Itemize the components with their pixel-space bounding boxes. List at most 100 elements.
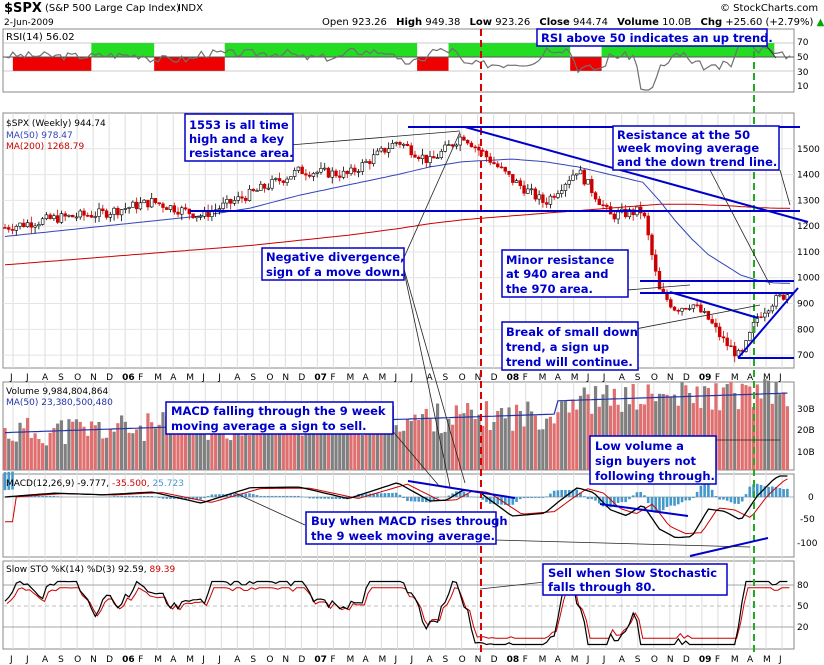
candle-body	[567, 180, 571, 185]
volume-bar	[605, 384, 609, 470]
candle-body	[311, 173, 316, 177]
volume-bar	[86, 435, 90, 470]
macd-hist-bar	[534, 497, 537, 498]
candle-body	[548, 195, 553, 205]
price-ticks: 1500 1400 1300 1200 1100 1000 900 800 700	[797, 145, 820, 361]
x-labels-price: J J A S O N D 06 F M A M J J A S O N D 07 F M A M J J A S O N D 08 F M A M J…	[9, 373, 782, 383]
volume-bar	[165, 416, 169, 470]
candle-body	[191, 213, 195, 219]
macd-hist-bar	[759, 485, 763, 497]
macd-hist-bar	[511, 497, 515, 505]
volume-bar	[763, 379, 767, 470]
macd-hist-bar	[203, 497, 206, 498]
volume-bar	[545, 418, 549, 470]
macd-hist-bar	[477, 497, 481, 498]
volume-bar	[247, 435, 252, 470]
candle-body	[10, 229, 15, 231]
candle-body	[398, 142, 402, 145]
macd-hist-bar	[710, 489, 714, 497]
candle-body	[541, 194, 545, 203]
volume-bar	[526, 401, 530, 470]
volume-bar	[435, 403, 440, 470]
x-tick-label: O	[651, 373, 658, 383]
macd-hist-bar	[120, 496, 123, 497]
macd-hist-bar	[7, 471, 11, 490]
x-tick-label: J	[586, 373, 590, 383]
candle-body	[281, 180, 286, 183]
candle-body	[71, 214, 75, 218]
macd-hist-bar	[402, 497, 406, 499]
candle-body	[338, 175, 342, 178]
candle-body	[315, 171, 319, 174]
macd-hist-bar	[364, 493, 368, 497]
macd-hist-bar	[582, 496, 586, 497]
vol-tick-30b: 30B	[797, 405, 815, 415]
candle-body	[37, 224, 41, 227]
macd-down-trend-2	[599, 503, 689, 517]
candle-body	[586, 179, 590, 185]
volume-bar	[785, 406, 789, 470]
macd-hist-bar	[786, 488, 789, 497]
vol-tick-10b: 10B	[797, 448, 815, 458]
candle-body	[153, 198, 158, 203]
x-tick-label: D	[106, 373, 113, 383]
volume-ma-line	[4, 392, 788, 434]
x-tick-label: D	[683, 373, 690, 383]
volume-bar	[7, 438, 11, 470]
price-tick: 1200	[797, 222, 820, 232]
candle-body	[394, 142, 398, 144]
volume-bar	[447, 418, 451, 470]
x-tick-label: D	[683, 655, 690, 665]
x-tick-label: J	[9, 655, 13, 665]
x-tick-label: J	[602, 655, 606, 665]
macd-hist-bar	[417, 497, 421, 502]
candle-body	[353, 167, 357, 173]
macd-hist-bar	[376, 493, 379, 497]
x-tick-label: F	[330, 373, 335, 383]
candle-body	[127, 207, 131, 209]
volume-bar	[146, 413, 150, 470]
candle-body	[266, 187, 271, 190]
volume-bar	[345, 413, 349, 470]
candle-body	[386, 148, 391, 153]
candle-body	[774, 295, 778, 307]
x-tick-label: J	[394, 655, 398, 665]
volume-bar	[390, 406, 395, 470]
volume-bar	[67, 419, 71, 470]
macd-hist-bar	[206, 496, 210, 497]
volume-bar	[341, 406, 346, 470]
macd-hist-bar	[752, 484, 755, 497]
macd-up-trend	[689, 537, 769, 557]
rsi-tick-30: 30	[797, 68, 809, 78]
volume-bar	[499, 407, 504, 470]
macd-hist-bar	[139, 496, 142, 497]
macd-hist-bar	[278, 495, 281, 497]
candle-body	[330, 170, 334, 178]
volume-bars	[3, 379, 789, 470]
macd-hist-bar	[413, 497, 417, 502]
x-tick-label: J	[201, 655, 205, 665]
macd-hist-bar	[165, 497, 169, 499]
macd-hist-bar	[244, 493, 248, 497]
candle-body	[74, 216, 79, 219]
price-tick: 700	[797, 351, 814, 361]
candle-body	[473, 146, 477, 149]
volume-bar	[191, 430, 195, 470]
volume-bar	[466, 403, 470, 470]
candle-body	[503, 167, 507, 172]
ma200-line	[4, 203, 791, 266]
candle-body	[612, 213, 617, 220]
volume-bar	[405, 419, 410, 470]
x-tick-label: S	[635, 655, 641, 665]
macd-hist-bar	[515, 497, 518, 502]
candle-body	[25, 222, 30, 228]
volume-bar	[176, 424, 180, 470]
candle-body	[104, 210, 109, 218]
volume-bar	[153, 428, 158, 470]
x-tick-label: A	[555, 373, 562, 383]
macd-hist-bar	[391, 492, 394, 497]
candle-body	[356, 171, 361, 173]
volume-bar	[206, 439, 210, 470]
macd-hist-bar	[240, 493, 244, 497]
macd-hist-bar	[481, 497, 485, 500]
